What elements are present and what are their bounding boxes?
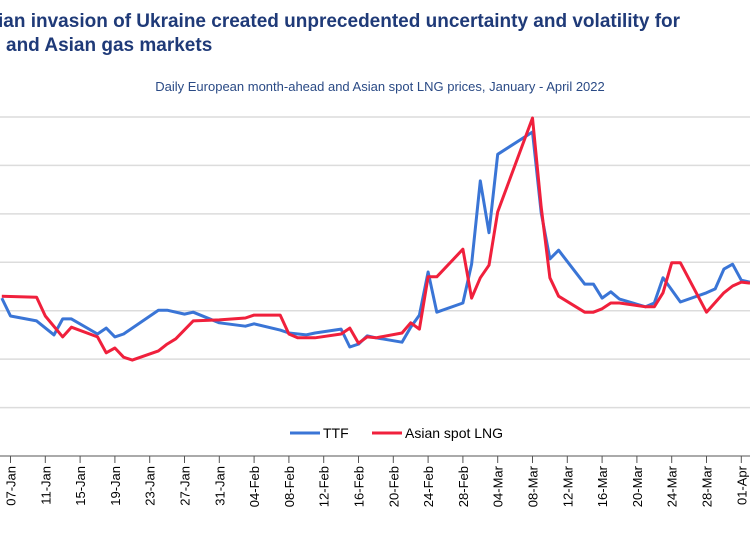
series-line-ttf [0, 130, 750, 349]
x-tick-label: 04-Feb [247, 466, 262, 507]
chart-subtitle: Daily European month-ahead and Asian spo… [155, 79, 605, 94]
x-tick-label: 24-Feb [421, 466, 436, 507]
x-tick-label: 12-Mar [560, 465, 575, 507]
x-axis: 07-Jan 11-Jan 15-Jan 19-Jan 23-Jan 27-Jan 31-J… [0, 455, 750, 507]
x-tick-label: 20-Mar [630, 465, 645, 507]
x-tick-label: 15-Jan [73, 466, 88, 506]
x-tick-label: 16-Mar [595, 465, 610, 507]
x-tick-label: 28-Feb [456, 466, 471, 507]
gridlines [0, 116, 750, 409]
x-tick-label: 28-Mar [700, 465, 715, 507]
chart-title-line-2: and Asian gas markets [6, 35, 213, 56]
x-tick-label: 20-Feb [386, 466, 401, 507]
x-tick-label: 12-Feb [317, 466, 332, 507]
legend-label-ttf: TTF [323, 425, 349, 441]
x-tick-label: 08-Feb [282, 466, 297, 507]
legend: TTF Asian spot LNG [290, 425, 503, 441]
legend-label-asian-lng: Asian spot LNG [405, 425, 503, 441]
x-tick-label: 23-Jan [143, 466, 158, 506]
x-tick-label: 04-Mar [491, 465, 506, 507]
x-tick-label: 11-Jan [38, 466, 53, 505]
x-tick-label: 24-Mar [665, 465, 680, 507]
x-tick-label: 27-Jan [178, 466, 193, 506]
x-tick-label: 08-Mar [526, 465, 541, 507]
series-line-asian-lng [1, 116, 750, 362]
x-tick-label: 16-Feb [352, 466, 367, 507]
series-lines [0, 116, 750, 362]
x-tick-label: 31-Jan [212, 466, 227, 506]
x-tick-label: 01-Apr [734, 465, 749, 505]
x-tick-label: 19-Jan [108, 466, 123, 506]
chart-title-line-1: ian invasion of Ukraine created unpreced… [0, 11, 681, 32]
x-tick-label: 07-Jan [4, 466, 19, 506]
